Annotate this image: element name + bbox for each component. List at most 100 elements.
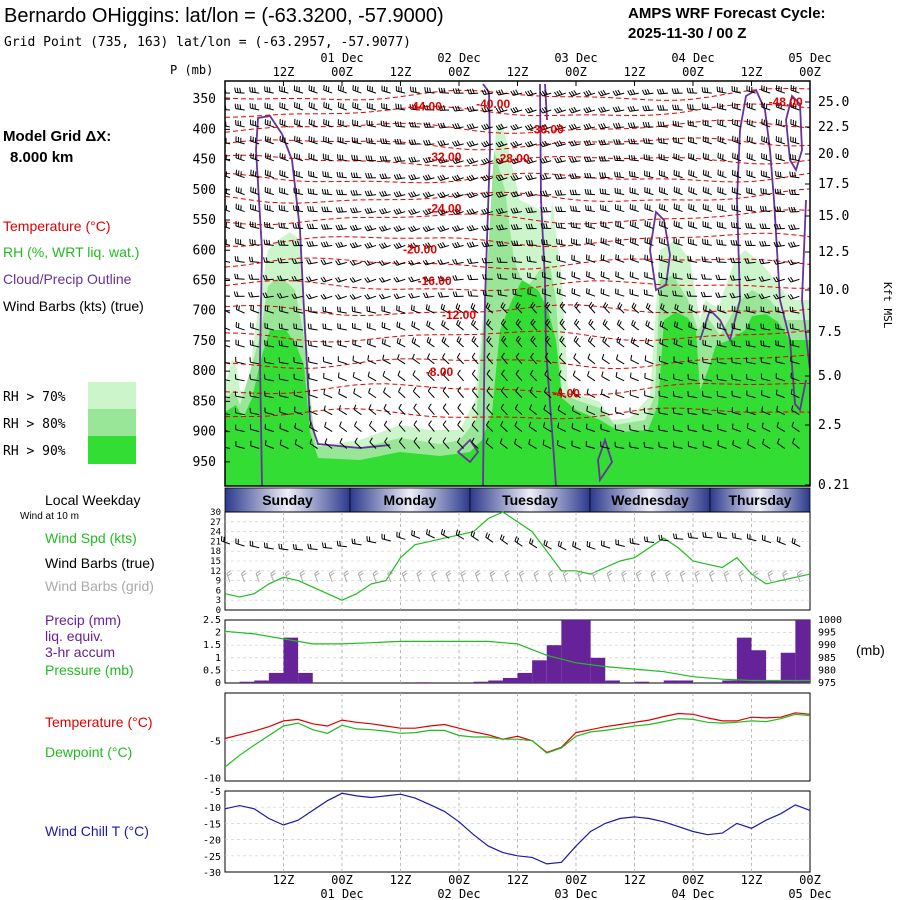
wind-barb <box>412 358 421 365</box>
wind-barb <box>294 394 304 399</box>
wind-barb-flag <box>647 121 650 128</box>
bottom-hour-label: 12Z <box>390 873 412 887</box>
wind-barb-flag <box>440 87 443 93</box>
wind-barb-flag <box>588 156 592 162</box>
wind-barb-flag <box>422 276 427 282</box>
wind-barb <box>529 408 537 416</box>
wind-barb <box>398 407 406 416</box>
wind-barb-flag <box>411 121 414 127</box>
wind-barb-flag <box>411 321 414 327</box>
wind-barb-flag <box>364 294 368 300</box>
wind-barb-flag <box>322 293 327 299</box>
wind-barb-flag <box>495 209 500 214</box>
wind-barb <box>791 426 800 433</box>
top-hour-label: 00Z <box>799 65 821 79</box>
wind-barb-flag <box>299 570 305 574</box>
wind-barb-flag <box>248 256 251 262</box>
wind-barb-flag <box>647 338 650 345</box>
wind-barb-flag <box>471 369 476 375</box>
wind-barb <box>413 407 421 416</box>
wind-barb-flag <box>311 240 315 247</box>
wind-barb-flag <box>326 223 329 230</box>
wind-barb-flag <box>782 570 787 574</box>
wind-barb-flag <box>527 158 531 164</box>
wind-barb-flag <box>568 124 573 130</box>
wind-barb-flag <box>484 274 487 280</box>
wind-barb-flag <box>292 223 295 229</box>
wind-barb-flag <box>306 241 310 247</box>
wind-barb-flag <box>458 337 462 343</box>
wind-barb-flag <box>239 104 242 110</box>
temperature-contour-line <box>225 188 810 204</box>
wind-barb <box>631 324 640 331</box>
wind-barb-flag <box>500 140 505 146</box>
wind-barb-flag <box>381 225 385 231</box>
wind-barb-flag <box>510 159 514 165</box>
wind-barb-flag <box>336 540 339 546</box>
wind-barb <box>529 542 538 549</box>
wind-barb-flag <box>779 189 782 195</box>
wind-barb-flag <box>439 259 444 265</box>
wind-barb <box>250 395 260 399</box>
wind-barb-flag <box>427 353 431 359</box>
wind-barb-flag <box>543 539 546 545</box>
wind-speed-tick-label: 30 <box>210 508 221 518</box>
wind-barb <box>688 395 698 399</box>
wind-barb <box>279 295 289 299</box>
wind-barb-flag <box>787 242 792 248</box>
pressure-tick-label: 500 <box>193 183 216 198</box>
wind-barb <box>673 446 683 450</box>
wind-barb-flag <box>614 171 616 177</box>
wind-barb-flag <box>355 172 358 178</box>
wind-barb-flag <box>370 155 373 161</box>
wind-barb <box>441 340 450 348</box>
wind-barb-flag <box>399 156 402 162</box>
wind-barb-flag <box>277 240 280 246</box>
wind-barb-flag <box>709 570 714 574</box>
wind-barb <box>761 361 771 365</box>
wind-barb <box>352 310 362 314</box>
wind-barb <box>775 344 785 348</box>
wind-barb-flag <box>455 303 459 309</box>
wind-barb-flag <box>570 205 572 211</box>
wind-barb-flag <box>481 124 485 130</box>
wind-barb-flag <box>413 139 417 145</box>
wind-barb-flag <box>558 370 562 376</box>
wind-barb <box>572 392 581 399</box>
wind-barb-flag <box>300 572 306 577</box>
wind-barb-flag <box>312 189 315 195</box>
wind-barb-flag <box>622 572 627 577</box>
wind-barb-flag <box>787 260 792 265</box>
wind-barb-flag <box>680 572 686 577</box>
wind-barb-flag <box>454 158 458 164</box>
wind-barb <box>264 395 274 399</box>
wind-barb <box>357 573 362 583</box>
wind-barb <box>255 573 260 583</box>
wind-barb-flag <box>337 372 340 378</box>
wind-barb-flag <box>528 421 532 427</box>
wind-barb-flag <box>353 388 356 394</box>
wind-barb-flag <box>366 225 371 231</box>
wind-barb-flag <box>758 259 762 264</box>
wind-barb-flag <box>502 337 507 343</box>
wind-barb-flag <box>543 404 547 410</box>
wind-barb <box>483 294 493 297</box>
wind-barb-flag <box>440 105 443 111</box>
grid-point-label: Grid Point (735, 163) lat/lon = (-63.295… <box>4 35 411 50</box>
temperature-contour-label: -32.00 <box>427 150 461 164</box>
wind-barb <box>250 344 260 348</box>
wind-barb-flag <box>485 174 490 180</box>
wind-barb-flag <box>393 209 398 215</box>
wind-barb-flag <box>320 259 324 265</box>
wind-barb-flag <box>410 292 414 298</box>
wind-barb <box>790 311 800 314</box>
wind-barb-flag <box>790 242 794 247</box>
wind-barb-flag <box>469 106 473 112</box>
wind-barb-flag <box>574 189 577 195</box>
wind-barb <box>528 426 537 433</box>
wind-barb <box>556 259 566 263</box>
wind-barb-flag <box>501 352 505 358</box>
wind-barb-flag <box>514 140 519 146</box>
wind-barb-flag <box>483 192 488 197</box>
wind-barb-flag <box>559 173 563 179</box>
